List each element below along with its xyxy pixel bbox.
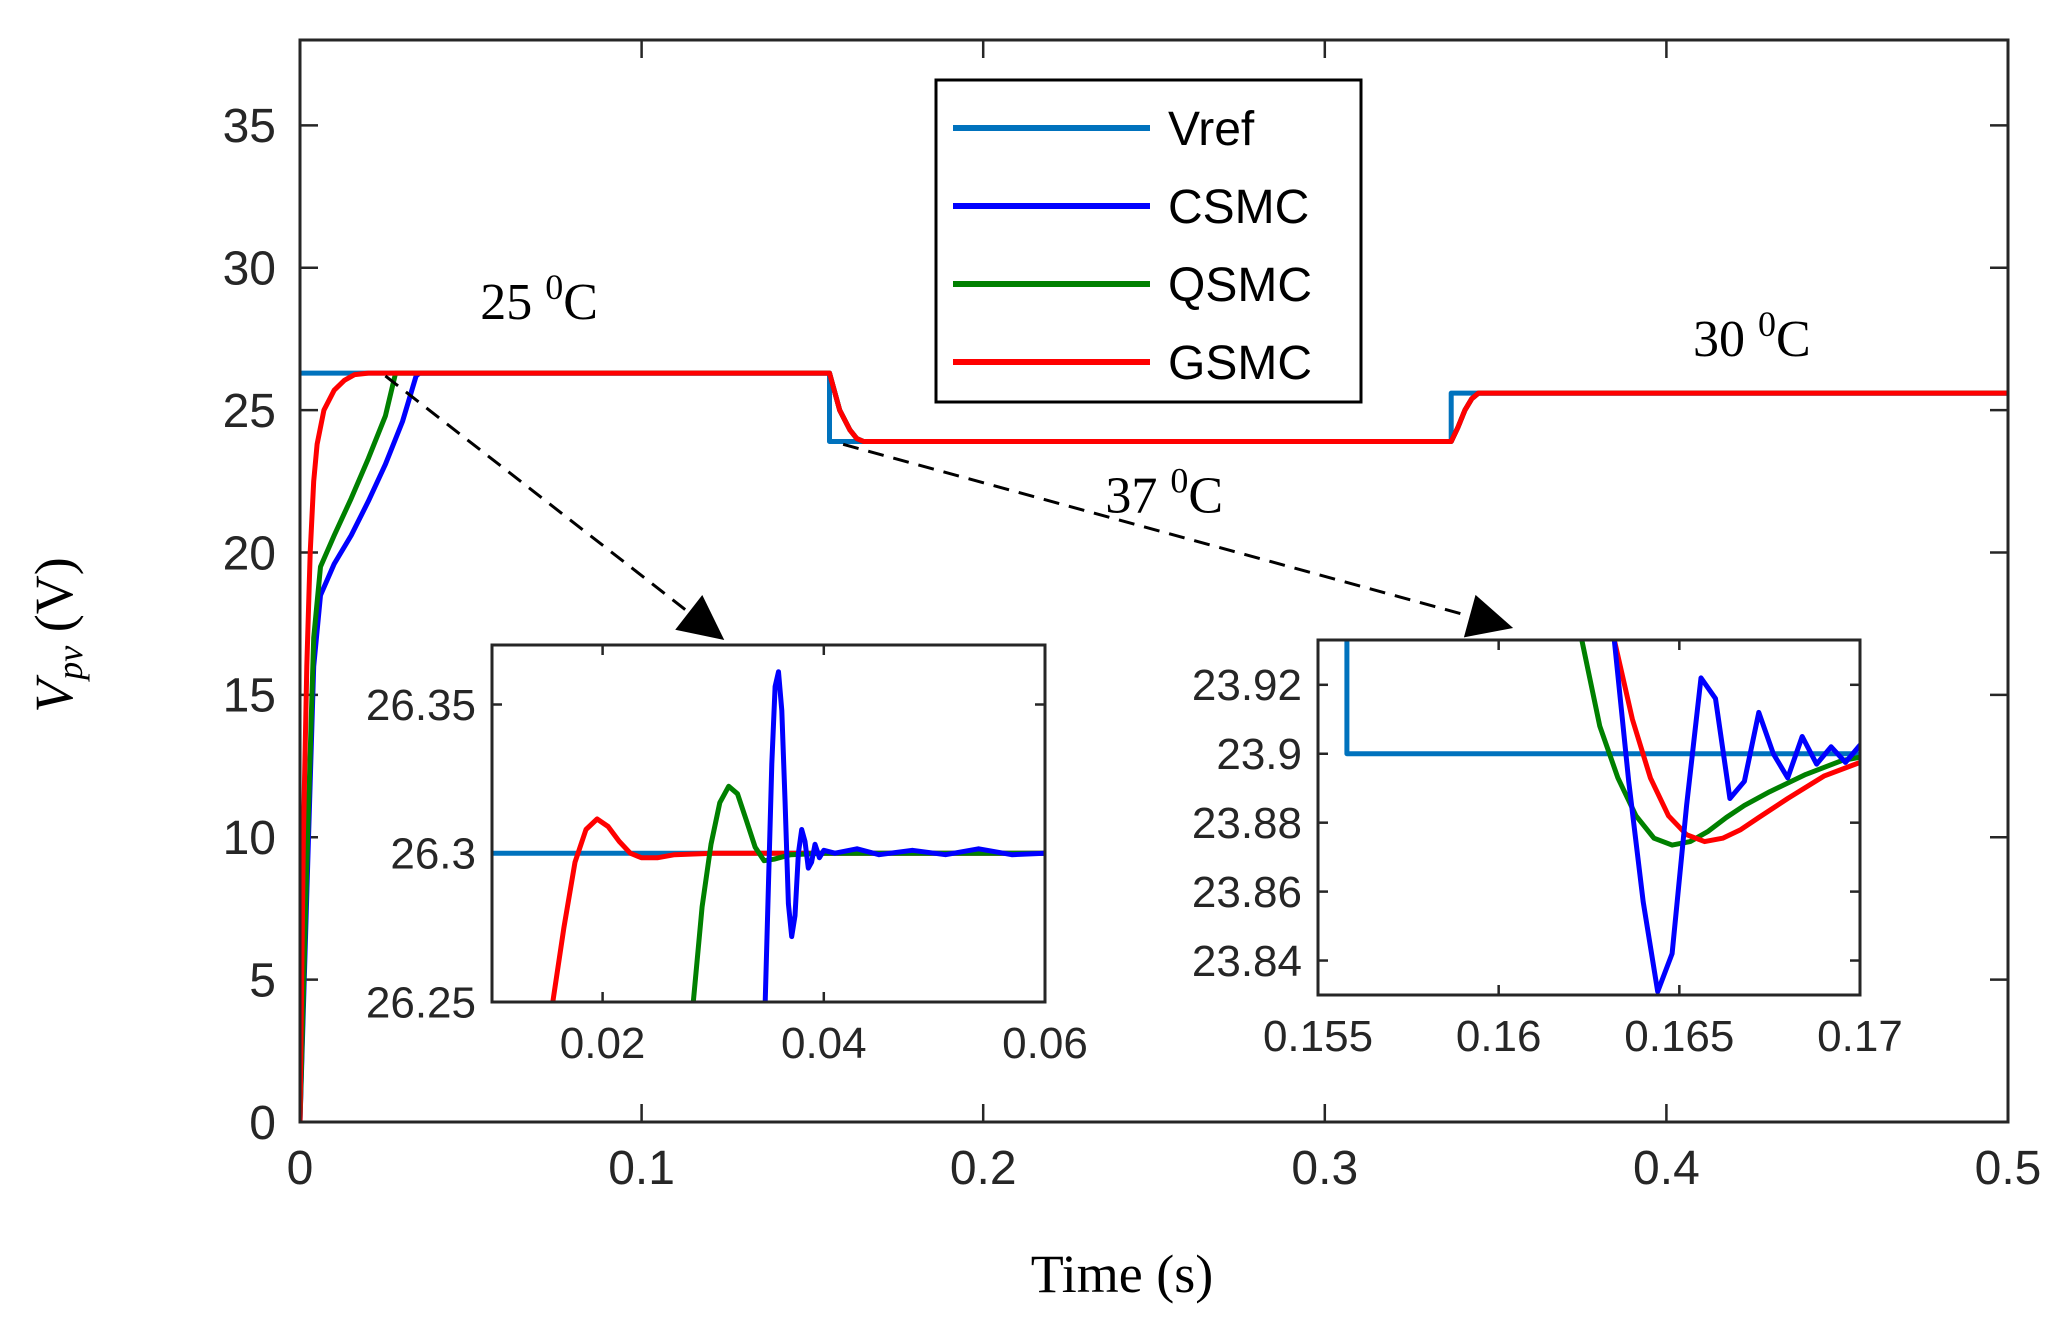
legend-label-qsmc: QSMC <box>1168 259 1312 312</box>
main-axes-box <box>298 38 2010 1124</box>
main-y-tick-label: 35 <box>223 100 276 153</box>
inset-left-series-qsmc <box>690 783 1045 1002</box>
inset-right-y-tick-label: 23.86 <box>1192 868 1302 917</box>
main-x-tick-label: 0.1 <box>608 1142 675 1195</box>
inset-right-y-tick-label: 23.9 <box>1216 730 1302 779</box>
inset-right-series-csmc <box>1611 640 1860 995</box>
inset-right-y-tick-label: 23.88 <box>1192 799 1302 848</box>
main-x-tick-label: 0.4 <box>1633 1142 1700 1195</box>
temperature-annotation: 37 0C <box>1105 461 1223 525</box>
main-y-tick-label: 5 <box>249 954 276 1007</box>
inset-left-plot: 0.02 0.04 0.06 26.25 26.3 26.35 <box>366 643 1088 1068</box>
main-x-tick-label: 0 <box>287 1142 314 1195</box>
inset-right-y-tick-label: 23.92 <box>1192 661 1302 710</box>
annotations: 25 0C 37 0C 30 0C <box>384 267 1811 640</box>
legend-label-csmc: CSMC <box>1168 181 1309 234</box>
y-axis-label: Vpv (V) <box>24 557 90 712</box>
zoom-arrow-left-dashed-line <box>384 374 694 617</box>
main-y-tick-label: 20 <box>223 527 276 580</box>
main-x-tick-label: 0.5 <box>1975 1142 2042 1195</box>
zoom-arrow-left-arrowhead <box>675 594 725 640</box>
inset-left-y-tick-label: 26.25 <box>366 978 476 1027</box>
y-axis-label-unit: (V) <box>24 557 84 645</box>
inset-right-x-tick-label: 0.16 <box>1456 1012 1542 1061</box>
main-y-tick-label: 15 <box>223 670 276 723</box>
main-series-gsmc <box>300 370 2008 1122</box>
inset-right-plot-area <box>1318 640 1860 995</box>
main-x-tick-label: 0.3 <box>1291 1142 1358 1195</box>
legend-label-gsmc: GSMC <box>1168 337 1312 390</box>
legend-label-vref: Vref <box>1168 103 1255 156</box>
main-y-tick-label: 0 <box>249 1097 276 1150</box>
inset-left-x-tick-label: 0.04 <box>781 1019 867 1068</box>
legend-box <box>934 78 1363 404</box>
main-x-tick-label: 0.2 <box>950 1142 1017 1195</box>
temperature-annotation: 30 0C <box>1693 304 1811 368</box>
inset-right-axes-box <box>1316 638 1862 997</box>
inset-right-series-gsmc <box>1611 640 1860 845</box>
zoom-arrow-right-dashed-line <box>842 442 1475 619</box>
main-y-tick-label: 10 <box>223 812 276 865</box>
temperature-annotation: 25 0C <box>480 267 598 331</box>
inset-right-series-qsmc <box>1579 640 1860 848</box>
zoom-arrow-right-arrowhead <box>1463 594 1514 638</box>
main-y-tick-label: 30 <box>223 243 276 296</box>
inset-left-y-tick-label: 26.3 <box>390 830 476 879</box>
main-y-tick-label: 25 <box>223 385 276 438</box>
inset-left-x-tick-label: 0.06 <box>1002 1019 1088 1068</box>
inset-right-series-vref <box>1344 640 1860 757</box>
inset-left-axes-box <box>490 643 1047 1004</box>
legend: Vref CSMC QSMC GSMC <box>934 78 1363 404</box>
inset-right-x-tick-label: 0.165 <box>1624 1012 1734 1061</box>
inset-right-x-tick-label: 0.155 <box>1263 1012 1373 1061</box>
inset-left-series-csmc <box>762 669 1045 1002</box>
inset-right-plot: 0.155 0.16 0.165 0.17 23.84 23.86 23.88 23.9 23.… <box>1192 638 1903 1061</box>
inset-left-x-tick-label: 0.02 <box>560 1019 646 1068</box>
y-axis-label-symbol: V <box>24 674 84 713</box>
inset-right-y-tick-label: 23.84 <box>1192 937 1302 986</box>
inset-left-series-gsmc <box>550 816 1045 1002</box>
x-axis-label: Time (s) <box>1031 1244 1214 1304</box>
y-axis-label-subscript: pv <box>50 646 90 683</box>
inset-right-x-tick-label: 0.17 <box>1817 1012 1903 1061</box>
inset-left-y-tick-label: 26.35 <box>366 681 476 730</box>
